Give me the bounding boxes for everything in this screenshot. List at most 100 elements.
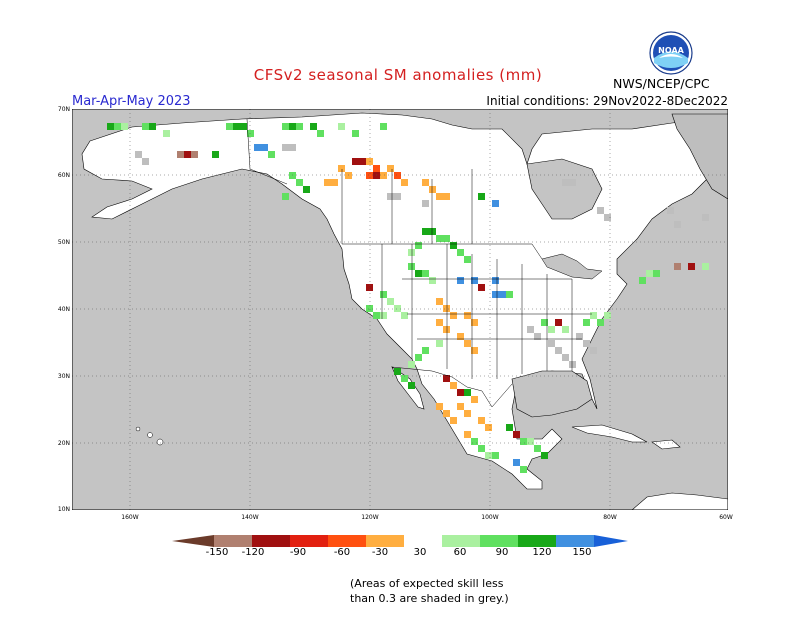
anomaly-cell (373, 165, 380, 172)
lon-label: 120W (361, 514, 379, 521)
anomaly-cell (534, 445, 541, 452)
anomaly-cell (436, 298, 443, 305)
colorbar-segment (442, 535, 480, 547)
anomaly-cell (408, 249, 415, 256)
colorbar-label: 30 (413, 547, 427, 558)
low-skill-cell (562, 179, 569, 186)
season-label: Mar-Apr-May 2023 (72, 94, 191, 109)
anomaly-cell (401, 312, 408, 319)
anomaly-cell (107, 123, 114, 130)
anomaly-cell (492, 291, 499, 298)
anomaly-cell (520, 466, 527, 473)
lat-label: 30N (57, 373, 70, 380)
low-skill-cell (534, 333, 541, 340)
anomaly-cell (422, 347, 429, 354)
colorbar-label: 90 (495, 547, 509, 558)
lat-label: 70N (57, 106, 70, 113)
anomaly-cell (296, 179, 303, 186)
anomaly-cell (513, 459, 520, 466)
anomaly-cell (520, 438, 527, 445)
anomaly-cell (597, 319, 604, 326)
anomaly-cell (457, 389, 464, 396)
anomaly-cell (443, 410, 450, 417)
anomaly-cell (478, 193, 485, 200)
colorbar-label: -90 (289, 547, 307, 558)
anomaly-cell (338, 123, 345, 130)
anomaly-cell (639, 277, 646, 284)
anomaly-cell (527, 438, 534, 445)
anomaly-cell (646, 270, 653, 277)
agency-label: NWS/NCEP/CPC (613, 76, 710, 91)
anomaly-cell (436, 193, 443, 200)
cuba (571, 424, 648, 443)
anomaly-cell (653, 270, 660, 277)
hispaniola (651, 439, 681, 450)
hudson-bay (526, 158, 603, 220)
anomaly-cell (254, 144, 261, 151)
province-lines (341, 169, 473, 244)
anomaly-cell (317, 130, 324, 137)
anomaly-cell (415, 354, 422, 361)
anomaly-cell (450, 312, 457, 319)
anomaly-cell (247, 130, 254, 137)
colorbar-segment (366, 535, 404, 547)
anomaly-cell (422, 179, 429, 186)
anomaly-cell (450, 242, 457, 249)
anomaly-cell (282, 193, 289, 200)
anomaly-cell (422, 228, 429, 235)
south-america (631, 492, 728, 510)
colorbar-segment (404, 535, 442, 547)
anomaly-cell (380, 312, 387, 319)
anomaly-cell (226, 123, 233, 130)
low-skill-cell (142, 158, 149, 165)
anomaly-cell (415, 242, 422, 249)
anomaly-cell (212, 151, 219, 158)
anomaly-cell (303, 186, 310, 193)
grid-lines (72, 109, 728, 510)
anomaly-cell (177, 151, 184, 158)
anomaly-cell (408, 382, 415, 389)
anomaly-cell (541, 319, 548, 326)
anomaly-cell (289, 172, 296, 179)
anomaly-cell (366, 172, 373, 179)
anomaly-cell (422, 270, 429, 277)
anomaly-cell (450, 382, 457, 389)
anomaly-cell (478, 284, 485, 291)
anomaly-cell (443, 326, 450, 333)
anomaly-cell (471, 277, 478, 284)
anomaly-cell (464, 410, 471, 417)
anomaly-cell (443, 193, 450, 200)
anomaly-cell (541, 452, 548, 459)
anomaly-cell (401, 179, 408, 186)
colorbar-label: 60 (453, 547, 467, 558)
anomaly-cell (345, 172, 352, 179)
lat-label: 40N (57, 306, 70, 313)
low-skill-cell (555, 347, 562, 354)
anomaly-cell (443, 375, 450, 382)
colorbar-arrow-right (594, 535, 628, 547)
anomaly-cell (373, 312, 380, 319)
colorbar-segment (252, 535, 290, 547)
lon-label: 60W (719, 514, 733, 521)
anomaly-cell (429, 228, 436, 235)
anomaly-cell (443, 305, 450, 312)
low-skill-cell (597, 207, 604, 214)
anomaly-cell (464, 340, 471, 347)
anomaly-cell (387, 165, 394, 172)
anomaly-cell (457, 333, 464, 340)
anomaly-cell (415, 270, 422, 277)
colorbar-label: 150 (572, 547, 592, 558)
anomaly-cell (513, 431, 520, 438)
low-skill-cell (569, 179, 576, 186)
anomaly-cell (464, 256, 471, 263)
anomaly-cell (352, 130, 359, 137)
colorbar-label: -150 (205, 547, 229, 558)
anomaly-cell (464, 312, 471, 319)
footnote-line-2: than 0.3 are shaded in grey.) (350, 592, 509, 605)
anomaly-cell (233, 123, 240, 130)
lat-label: 50N (57, 239, 70, 246)
low-skill-cell (548, 340, 555, 347)
anomaly-cells (107, 123, 709, 473)
hawaii-island (156, 438, 164, 446)
anomaly-cell (366, 284, 373, 291)
